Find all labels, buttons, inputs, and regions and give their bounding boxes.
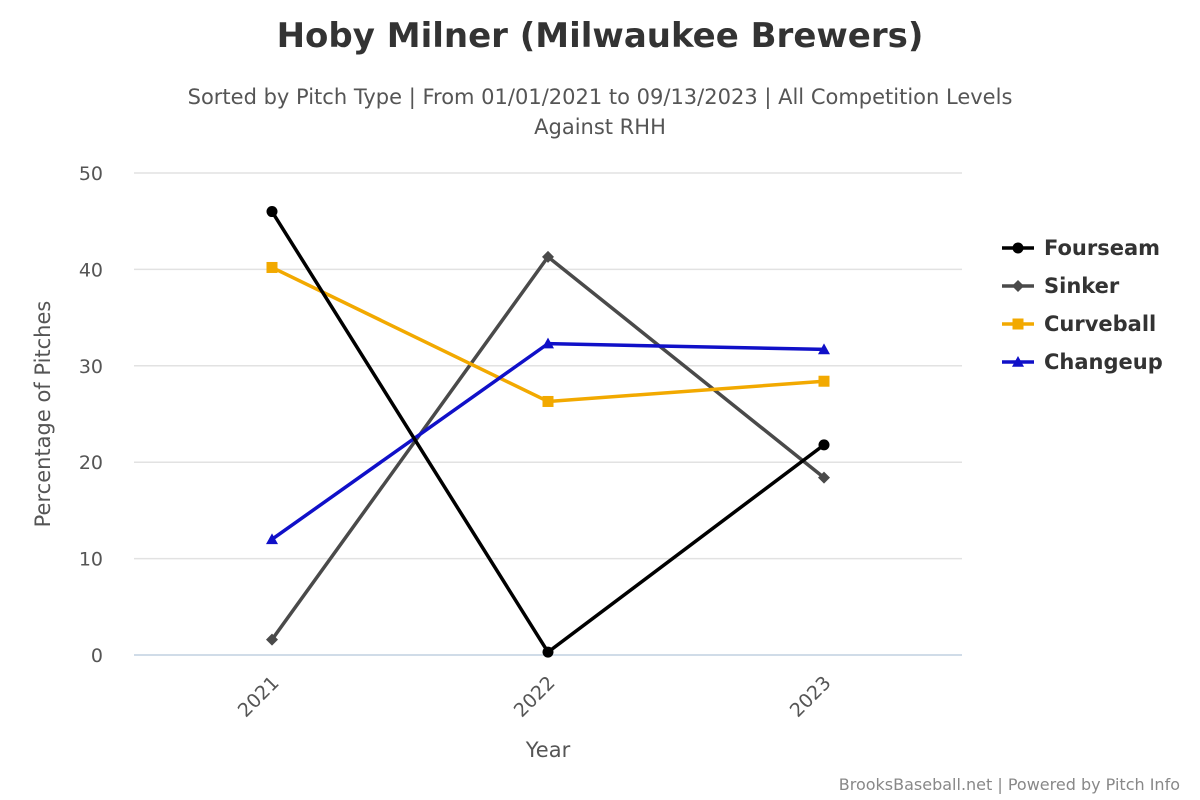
x-tick-label: 2022 (510, 672, 560, 722)
series-line-sinker (270, 255, 826, 642)
data-point-changeup[interactable] (542, 337, 554, 349)
data-point-sinker[interactable] (542, 250, 554, 263)
y-tick-label: 0 (91, 645, 103, 667)
y-axis-ticks: 0 10 20 30 40 50 (79, 163, 103, 667)
legend-label: Changeup (1044, 350, 1163, 374)
chart-subtitle-line1: Sorted by Pitch Type | From 01/01/2021 t… (188, 85, 1013, 110)
grid-lines (134, 172, 962, 656)
series-fourseam (266, 206, 830, 658)
data-point-fourseam[interactable] (266, 206, 278, 218)
x-axis-title: Year (525, 738, 571, 762)
legend-item-sinker[interactable]: Sinker (1002, 274, 1120, 298)
legend-item-curveball[interactable]: Curveball (1002, 312, 1156, 336)
legend-label: Fourseam (1044, 236, 1160, 260)
chart-subtitle-line2: Against RHH (534, 115, 666, 139)
legend-marker-sinker (1012, 280, 1024, 292)
data-point-fourseam[interactable] (818, 439, 830, 451)
series-sinker (266, 250, 830, 646)
series-changeup (266, 337, 830, 545)
legend-label: Curveball (1044, 312, 1156, 336)
y-tick-label: 10 (79, 549, 103, 571)
chart-credits[interactable]: BrooksBaseball.net | Powered by Pitch In… (839, 775, 1180, 794)
data-point-sinker[interactable] (266, 633, 278, 646)
data-point-sinker[interactable] (818, 471, 830, 484)
x-tick-label: 2023 (786, 672, 836, 722)
chart-title: Hoby Milner (Milwaukee Brewers) (277, 16, 924, 56)
legend: Fourseam Sinker Curveball Changeup (1002, 236, 1163, 374)
y-tick-label: 50 (79, 163, 103, 185)
y-axis-title: Percentage of Pitches (31, 301, 55, 528)
data-point-curveball[interactable] (266, 261, 278, 273)
legend-item-fourseam[interactable]: Fourseam (1002, 236, 1160, 260)
series-group (266, 206, 830, 658)
data-point-changeup[interactable] (266, 533, 278, 545)
legend-label: Sinker (1044, 274, 1120, 298)
y-tick-label: 30 (79, 356, 103, 378)
data-point-fourseam[interactable] (542, 646, 554, 658)
series-line-curveball (270, 265, 826, 404)
series-line-fourseam (270, 209, 826, 654)
y-tick-label: 20 (79, 452, 103, 474)
data-point-curveball[interactable] (542, 395, 554, 407)
x-tick-label: 2021 (234, 672, 284, 722)
legend-marker-changeup (1012, 356, 1024, 367)
y-tick-label: 40 (79, 259, 103, 281)
data-point-changeup[interactable] (818, 343, 830, 355)
legend-marker-fourseam (1012, 242, 1024, 254)
legend-item-changeup[interactable]: Changeup (1002, 350, 1163, 374)
legend-marker-curveball (1012, 318, 1024, 330)
data-point-curveball[interactable] (818, 375, 830, 387)
series-curveball (266, 261, 830, 407)
x-axis-ticks: 2021 2022 2023 (234, 672, 836, 722)
series-line-changeup (270, 341, 826, 542)
